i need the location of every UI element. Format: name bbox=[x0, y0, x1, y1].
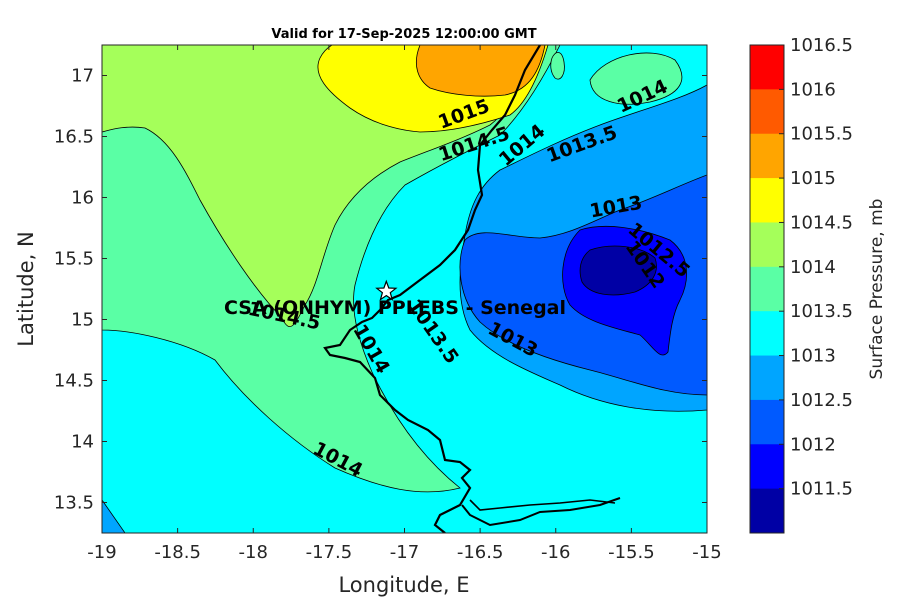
station-star-icon bbox=[375, 279, 398, 301]
x-tick-label: -18 bbox=[239, 542, 268, 563]
y-tick-label: 13.5 bbox=[54, 493, 94, 514]
y-tick-label: 15 bbox=[71, 310, 94, 331]
colorbar-label: 1015 bbox=[790, 168, 836, 189]
x-tick-label: -17.5 bbox=[306, 542, 353, 563]
x-tick-label: -18.5 bbox=[154, 542, 201, 563]
colorbar-swatch bbox=[750, 133, 784, 179]
x-tick-label: -15 bbox=[692, 542, 721, 563]
band-1015-5 bbox=[416, 45, 546, 97]
y-tick-label: 16.5 bbox=[54, 127, 94, 148]
colorbar-swatch bbox=[750, 266, 784, 312]
colorbar-swatch bbox=[750, 45, 784, 90]
colorbar-title: Surface Pressure, mb bbox=[867, 199, 887, 380]
y-tick-label: 14.5 bbox=[54, 371, 94, 392]
band-1014-ne bbox=[589, 52, 683, 105]
colorbar-label: 1014.5 bbox=[790, 212, 853, 233]
y-axis: 13.5 14 14.5 15 15.5 16 16.5 17 bbox=[54, 66, 707, 514]
x-tick-label: -16 bbox=[541, 542, 570, 563]
y-tick-label: 15.5 bbox=[54, 249, 94, 270]
colorbar-label: 1012 bbox=[790, 434, 836, 455]
colorbar-swatch bbox=[750, 444, 784, 490]
colorbar-swatch bbox=[750, 178, 784, 223]
colorbar-label: 1016.5 bbox=[790, 35, 853, 56]
colorbar-label: 1013.5 bbox=[790, 301, 853, 322]
colorbar-swatch bbox=[750, 355, 784, 401]
band-1013-corner bbox=[102, 499, 126, 533]
colorbar-label: 1014 bbox=[790, 257, 836, 278]
colorbar: 1016.5 1016 1015.5 1015 1014.5 1014 1013.5 1013… bbox=[749, 35, 853, 534]
colorbar-frame bbox=[749, 44, 785, 534]
x-tick-label: -17 bbox=[390, 542, 419, 563]
x-axis-title: Longitude, E bbox=[338, 573, 469, 597]
colorbar-label: 1012.5 bbox=[790, 390, 853, 411]
colorbar-swatch bbox=[750, 222, 784, 268]
plot-title: Valid for 17-Sep-2025 12:00:00 GMT bbox=[271, 27, 536, 42]
station: CSA (ONHYM) PPLEBS - Senegal bbox=[224, 279, 566, 319]
border-line bbox=[461, 497, 621, 527]
colorbar-swatch bbox=[750, 488, 784, 534]
colorbar-label: 1016 bbox=[790, 79, 836, 100]
x-tick-label: -16.5 bbox=[457, 542, 504, 563]
colorbar-label: 1013 bbox=[790, 346, 836, 367]
colorbar-label: 1011.5 bbox=[790, 479, 853, 500]
band-1014-island bbox=[550, 52, 565, 80]
border-line-2 bbox=[469, 499, 616, 511]
colorbar-swatch bbox=[750, 399, 784, 445]
station-label: CSA (ONHYM) PPLEBS - Senegal bbox=[224, 297, 566, 319]
y-tick-label: 17 bbox=[71, 66, 94, 87]
y-tick-label: 14 bbox=[71, 432, 94, 453]
x-tick-label: -19 bbox=[87, 542, 116, 563]
coastline bbox=[323, 45, 541, 533]
colorbar-label: 1015.5 bbox=[790, 124, 853, 145]
colorbar-swatch bbox=[750, 89, 784, 135]
pressure-field bbox=[102, 45, 707, 533]
x-tick-label: -15.5 bbox=[608, 542, 655, 563]
y-axis-title: Latitude, N bbox=[14, 231, 38, 347]
x-axis: -19 -18.5 -18 -17.5 -17 -16.5 -16 -15.5 -15 bbox=[87, 45, 722, 563]
y-tick-label: 16 bbox=[71, 188, 94, 209]
band-1011-5 bbox=[579, 245, 657, 296]
colorbar-swatch bbox=[750, 311, 784, 357]
